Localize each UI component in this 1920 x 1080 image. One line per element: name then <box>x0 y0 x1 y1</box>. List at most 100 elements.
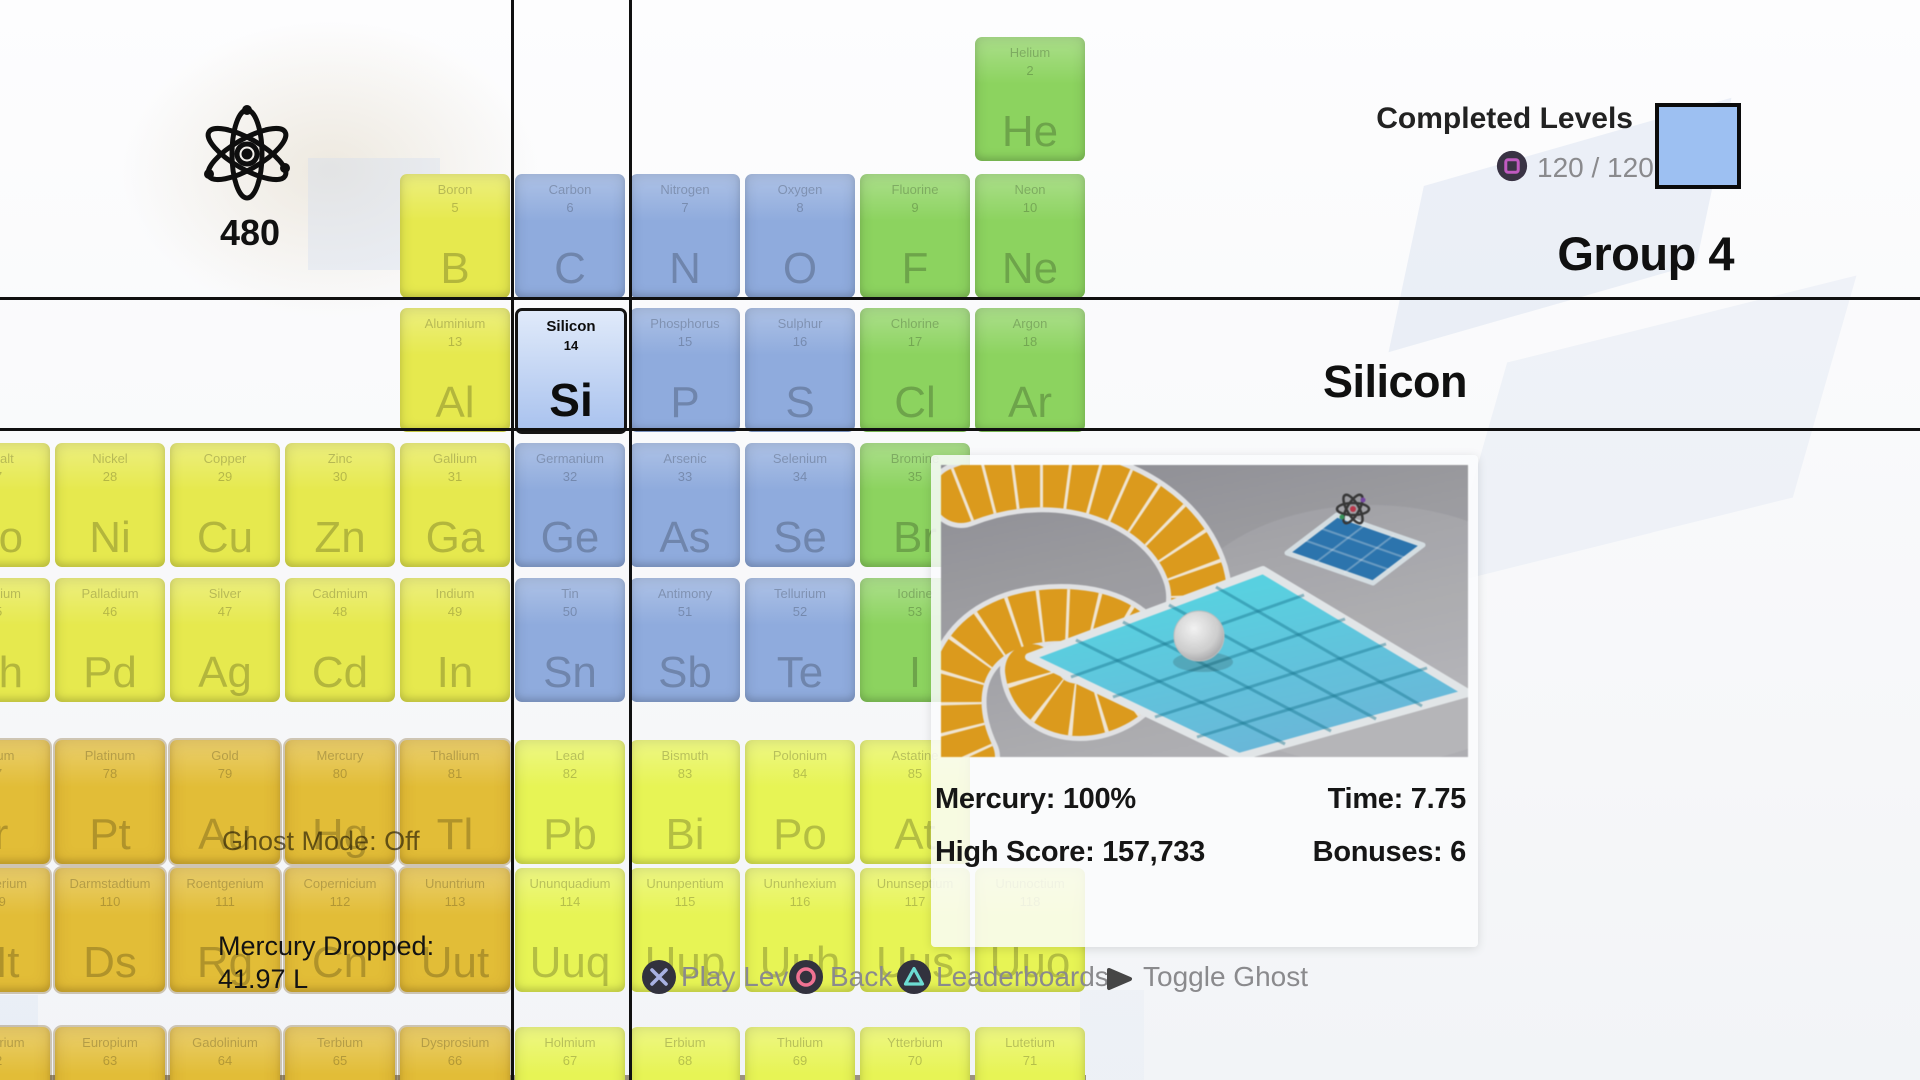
element-tile-He[interactable]: Helium 2 He <box>975 37 1085 161</box>
element-name: Nitrogen <box>660 182 710 197</box>
element-tile-Ir[interactable]: Iridium 77 Ir <box>0 740 50 864</box>
element-tile-Ds[interactable]: Darmstadtium 110 Ds <box>55 868 165 992</box>
element-tile-O[interactable]: Oxygen 8 O <box>745 174 855 298</box>
element-number: 17 <box>907 334 923 349</box>
element-tile-Se[interactable]: Selenium 34 Se <box>745 443 855 567</box>
element-tile-Tl[interactable]: Thallium 81 Tl <box>400 740 510 864</box>
element-tile-C[interactable]: Carbon 6 C <box>515 174 625 298</box>
element-tile-P[interactable]: Phosphorus 15 P <box>630 308 740 432</box>
element-name: Cobalt <box>0 451 14 466</box>
element-number: 31 <box>447 469 463 484</box>
element-name: Fluorine <box>891 182 939 197</box>
ps-triangle-button-icon[interactable] <box>896 959 932 995</box>
element-name: Thallium <box>430 748 480 763</box>
element-tile-Rg[interactable]: Roentgenium 111 Rg <box>170 868 280 992</box>
element-number: 30 <box>332 469 348 484</box>
element-symbol: Tl <box>436 810 474 859</box>
element-number: 62 <box>0 1053 50 1068</box>
element-tile-N[interactable]: Nitrogen 7 N <box>630 174 740 298</box>
element-tile-Uuq[interactable]: Ununquadium 114 Uuq <box>515 868 625 992</box>
element-name: Copper <box>203 451 247 466</box>
element-tile-Cn[interactable]: Copernicium 112 Cn <box>285 868 395 992</box>
element-tile-Yb[interactable]: Ytterbium70Yb <box>860 1027 970 1080</box>
element-number: 52 <box>792 604 808 619</box>
element-name: Argon <box>1012 316 1048 331</box>
element-tile-Sb[interactable]: Antimony 51 Sb <box>630 578 740 702</box>
element-tile-Ne[interactable]: Neon 10 Ne <box>975 174 1085 298</box>
element-tile-Zn[interactable]: Zinc 30 Zn <box>285 443 395 567</box>
element-name: Ununpentium <box>646 876 724 891</box>
element-number: 16 <box>792 334 808 349</box>
element-symbol: Cn <box>311 938 369 987</box>
element-tile-S[interactable]: Sulphur 16 S <box>745 308 855 432</box>
element-tile-Lu[interactable]: Lutetium71Lu <box>975 1027 1085 1080</box>
ps-circle-button-icon[interactable] <box>788 959 824 995</box>
element-tile-Hg[interactable]: Mercury 80 Hg <box>285 740 395 864</box>
element-name: Ytterbium <box>887 1035 943 1050</box>
element-number: 115 <box>674 894 696 909</box>
element-tile-Ho[interactable]: Holmium67Ho <box>515 1027 625 1080</box>
element-tile-Ar[interactable]: Argon 18 Ar <box>975 308 1085 432</box>
element-tile-B[interactable]: Boron 5 B <box>400 174 510 298</box>
stat-bonuses: Bonuses: 6 <box>1312 836 1467 868</box>
element-name: Boron <box>437 182 473 197</box>
element-tile-Dy[interactable]: Dysprosium66Dy <box>400 1027 510 1080</box>
element-number: 116 <box>789 894 811 909</box>
element-number: 32 <box>562 469 578 484</box>
element-tile-Au[interactable]: Gold 79 Au <box>170 740 280 864</box>
completed-levels-value: 120 / 120 <box>1537 152 1654 183</box>
element-symbol: Rg <box>196 938 254 987</box>
element-tile-Po[interactable]: Polonium 84 Po <box>745 740 855 864</box>
element-tile-Mt[interactable]: Meitnerium 109 Mt <box>0 868 50 992</box>
element-tile-Ga[interactable]: Gallium 31 Ga <box>400 443 510 567</box>
element-tile-Cu[interactable]: Copper 29 Cu <box>170 443 280 567</box>
element-tile-Tb[interactable]: Terbium65Tb <box>285 1027 395 1080</box>
element-symbol: Ar <box>1008 378 1052 427</box>
element-tile-Pt[interactable]: Platinum 78 Pt <box>55 740 165 864</box>
element-number: 66 <box>447 1053 463 1068</box>
ps-cross-button-icon[interactable] <box>641 959 677 995</box>
element-tile-Ag[interactable]: Silver 47 Ag <box>170 578 280 702</box>
element-tile-Co[interactable]: Cobalt 27 Co <box>0 443 50 567</box>
element-tile-Tm[interactable]: Thulium69Tm <box>745 1027 855 1080</box>
element-tile-Cl[interactable]: Chlorine 17 Cl <box>860 308 970 432</box>
element-tile-Cd[interactable]: Cadmium 48 Cd <box>285 578 395 702</box>
element-tile-Ni[interactable]: Nickel 28 Ni <box>55 443 165 567</box>
element-number: 114 <box>559 894 581 909</box>
group-label: Group 4 <box>1557 227 1734 280</box>
mercury-dropped-label: Mercury Dropped: <box>218 931 435 961</box>
element-name: Dysprosium <box>420 1035 490 1050</box>
element-tile-Uut[interactable]: Ununtrium 113 Uut <box>400 868 510 992</box>
element-tile-Sm[interactable]: Samarium62Sm <box>0 1027 50 1080</box>
element-tile-Eu[interactable]: Europium63Eu <box>55 1027 165 1080</box>
element-tile-Sn[interactable]: Tin 50 Sn <box>515 578 625 702</box>
element-tile-Bi[interactable]: Bismuth 83 Bi <box>630 740 740 864</box>
element-name: Platinum <box>84 748 136 763</box>
element-symbol: Ag <box>198 648 252 697</box>
element-tile-Ge[interactable]: Germanium 32 Ge <box>515 443 625 567</box>
element-number: 79 <box>217 766 233 781</box>
element-tile-Pd[interactable]: Palladium 46 Pd <box>55 578 165 702</box>
element-tile-Er[interactable]: Erbium68Er <box>630 1027 740 1080</box>
element-tile-As[interactable]: Arsenic 33 As <box>630 443 740 567</box>
element-tile-Rh[interactable]: Rhodium 45 Rh <box>0 578 50 702</box>
element-tile-F[interactable]: Fluorine 9 F <box>860 174 970 298</box>
element-symbol: Bi <box>665 810 705 859</box>
element-number: 34 <box>792 469 808 484</box>
element-number: 49 <box>447 604 463 619</box>
element-number: 51 <box>677 604 693 619</box>
element-number: 110 <box>99 894 121 909</box>
element-number: 109 <box>0 894 6 909</box>
element-tile-Te[interactable]: Tellurium 52 Te <box>745 578 855 702</box>
element-symbol: Uuq <box>529 938 611 987</box>
element-symbol: Hg <box>311 810 369 859</box>
element-tile-Gd[interactable]: Gadolinium64Gd <box>170 1027 280 1080</box>
element-tile-Pb[interactable]: Lead 82 Pb <box>515 740 625 864</box>
element-tile-In[interactable]: Indium 49 In <box>400 578 510 702</box>
element-tile-Al[interactable]: Aluminium 13 Al <box>400 308 510 432</box>
element-symbol: Cl <box>894 378 936 427</box>
element-number: 13 <box>447 334 463 349</box>
element-number: 5 <box>451 200 459 215</box>
element-tile-Si[interactable]: Silicon 14 Si <box>515 308 627 434</box>
arrow-right-icon[interactable] <box>1104 966 1134 992</box>
